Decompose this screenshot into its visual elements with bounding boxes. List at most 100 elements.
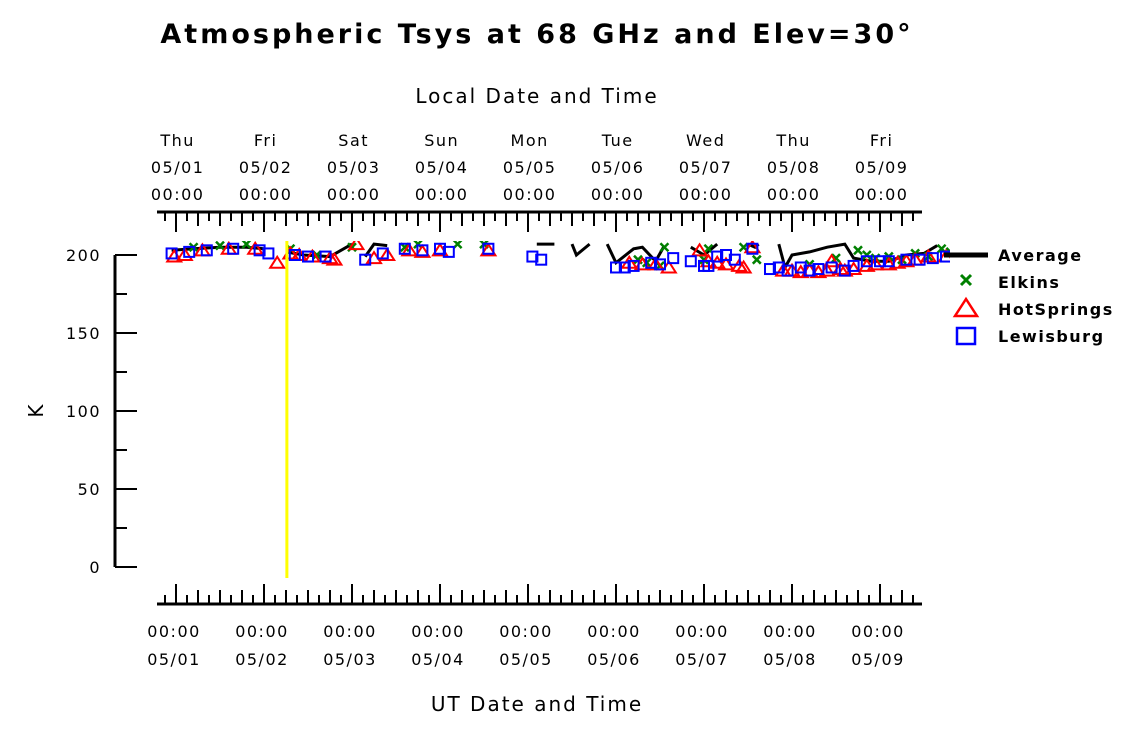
data-point-x <box>853 245 863 256</box>
legend: Average Elkins HotSprings Lewisburg <box>944 246 1114 346</box>
top-tick-label: Mon <box>511 131 549 150</box>
legend-square-swatch <box>955 326 977 346</box>
data-point-x <box>831 253 841 264</box>
legend-item-elkins: Elkins <box>959 273 1060 292</box>
plot-area <box>165 241 995 578</box>
data-point-square <box>985 241 995 251</box>
top-tick-label: 00:00 <box>239 185 293 204</box>
legend-item-hotsprings: HotSprings <box>952 296 1114 319</box>
bottom-tick-label: 05/09 <box>851 650 905 669</box>
bottom-tick-label: 05/01 <box>147 650 201 669</box>
x-axis-label: UT Date and Time <box>431 692 643 716</box>
top-tick-label: 00:00 <box>151 185 205 204</box>
top-tick-label: 00:00 <box>415 185 469 204</box>
top-tick-label: Sat <box>338 131 369 150</box>
top-tick-label: Fri <box>254 131 278 150</box>
x-stroke <box>215 241 225 251</box>
y-tick-label: 200 <box>66 246 101 265</box>
data-point-x <box>659 242 670 253</box>
data-point-triangle <box>268 254 287 269</box>
data-point-square <box>794 261 807 274</box>
average-line-segment <box>570 242 591 258</box>
data-point-square <box>200 244 213 257</box>
data-point-triangle <box>378 247 397 261</box>
data-point-square <box>645 256 658 269</box>
data-point-square <box>812 263 825 276</box>
x-stroke <box>936 243 947 254</box>
data-point-square <box>262 247 275 260</box>
data-point-triangle <box>165 248 184 263</box>
x-stroke <box>977 245 985 253</box>
data-point-square <box>288 249 301 261</box>
data-point-x <box>215 241 225 251</box>
y-tick-label: 50 <box>78 480 101 499</box>
data-point-square <box>684 255 697 268</box>
top-tick-label: Fri <box>870 131 894 150</box>
top-tick-label: 00:00 <box>503 185 557 204</box>
data-point-square <box>416 244 429 257</box>
bottom-tick-label: 00:00 <box>851 622 905 641</box>
plot-series <box>165 241 995 279</box>
x-stroke <box>659 242 670 253</box>
data-point-square <box>376 247 389 260</box>
data-point-square <box>860 255 873 268</box>
data-point-square <box>764 263 776 276</box>
data-point-square <box>398 242 411 255</box>
top-tick-label: 05/09 <box>855 158 909 177</box>
data-point-square <box>434 242 446 255</box>
data-point-triangle <box>822 253 841 268</box>
data-point-square <box>654 258 666 271</box>
y-tick-label: 100 <box>66 402 101 421</box>
top-tick-label: 05/04 <box>415 158 469 177</box>
x-stroke <box>853 245 863 256</box>
data-point-square <box>442 245 455 258</box>
chart-title: Atmospheric Tsys at 68 GHz and Elev=30° <box>160 19 913 50</box>
top-tick-label: Wed <box>686 131 725 150</box>
top-tick-label: 00:00 <box>327 185 381 204</box>
legend-x-swatch <box>959 273 973 287</box>
bottom-tick-label: 00:00 <box>147 622 201 641</box>
data-point-square <box>874 255 886 268</box>
top-tick-label: 00:00 <box>591 185 645 204</box>
x-stroke <box>452 241 463 249</box>
data-point-triangle <box>734 259 753 274</box>
top-tick-label: 00:00 <box>767 185 821 204</box>
top-tick-label: Thu <box>775 131 811 150</box>
data-point-square <box>526 250 539 263</box>
data-point-square <box>900 253 913 266</box>
data-point-square <box>825 261 838 274</box>
legend-triangle-swatch <box>952 296 980 318</box>
legend-label: Lewisburg <box>998 327 1105 346</box>
top-tick-label: 05/05 <box>503 158 557 177</box>
top-tick-label: Sun <box>424 131 459 150</box>
data-point-square <box>702 259 715 272</box>
legend-label: Elkins <box>998 273 1060 292</box>
x-stroke <box>241 241 252 249</box>
bottom-tick-label: 05/04 <box>411 650 465 669</box>
data-point-square <box>913 253 926 266</box>
x-stroke <box>831 253 841 264</box>
y-axis-ticks: 0 50 100 150 200 <box>66 246 137 577</box>
bottom-tick-label: 00:00 <box>411 622 465 641</box>
bottom-tick-label: 00:00 <box>235 622 289 641</box>
data-point-triangle <box>321 250 339 265</box>
top-tick-label: 05/03 <box>327 158 381 177</box>
y-axis-label: K <box>24 402 48 417</box>
top-tick-label: 05/08 <box>767 158 821 177</box>
data-point-square <box>627 259 640 272</box>
y-tick-label: 150 <box>66 324 101 343</box>
data-point-triangle <box>175 247 194 261</box>
data-point-square <box>618 261 631 274</box>
top-tick-label: 05/02 <box>239 158 293 177</box>
legend-label: HotSprings <box>998 300 1114 319</box>
x-stroke <box>703 243 714 254</box>
data-point-square <box>711 250 724 263</box>
bottom-tick-label: 05/03 <box>323 650 377 669</box>
data-point-square <box>359 253 372 266</box>
top-tick-label: Thu <box>159 131 195 150</box>
data-point-square <box>482 242 495 255</box>
legend-item-average: Average <box>944 246 1081 265</box>
data-point-square <box>667 252 680 265</box>
bottom-tick-label: 00:00 <box>587 622 641 641</box>
x-stroke <box>413 241 423 249</box>
